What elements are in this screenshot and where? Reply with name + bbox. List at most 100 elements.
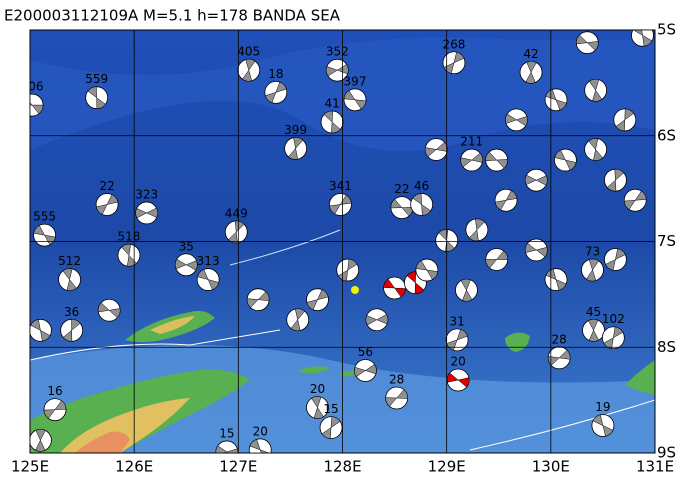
depth-label: 22	[99, 179, 114, 193]
depth-label: 19	[595, 400, 610, 414]
y-tick-label: 7S	[657, 232, 676, 250]
events: 606 559 405 18 352 397 41 399 22 323 555 518 449 341 3…	[30, 10, 654, 453]
focal-mechanism	[584, 78, 608, 102]
focal-mechanism	[424, 138, 448, 161]
compression	[623, 190, 647, 210]
compression	[343, 90, 367, 110]
compression	[62, 268, 77, 291]
compression	[460, 278, 473, 302]
focal-mechanism	[284, 137, 308, 160]
x-tick-label: 127E	[219, 458, 257, 476]
compression	[606, 168, 625, 192]
focal-mechanism	[30, 428, 52, 452]
map-title: E200003112109A M=5.1 h=178 BANDA SEA	[4, 7, 341, 25]
depth-label: 559	[85, 72, 108, 86]
compression	[96, 194, 119, 215]
focal-mechanism	[264, 80, 288, 104]
compression	[264, 81, 287, 104]
compression	[446, 372, 470, 388]
focal-mechanism	[43, 398, 67, 422]
depth-label: 42	[523, 47, 538, 61]
focal-mechanism	[336, 258, 360, 282]
focal-mechanism	[465, 218, 489, 242]
focal-mechanism	[85, 86, 109, 110]
compression	[323, 110, 341, 134]
focal-mechanism	[354, 359, 377, 382]
focal-mechanism	[446, 368, 470, 392]
depth-label: 69	[635, 10, 650, 24]
focal-mechanism	[174, 253, 198, 277]
depth-label: 313	[197, 254, 220, 268]
compression	[505, 113, 528, 127]
depth-label: 211	[460, 135, 483, 149]
compression	[30, 102, 44, 115]
focal-mechanism	[246, 288, 270, 312]
compression	[588, 319, 600, 342]
compression	[242, 58, 256, 82]
compression	[97, 302, 121, 319]
compression	[415, 260, 439, 280]
compression	[249, 439, 270, 453]
focal-mechanism	[383, 276, 406, 300]
depth-label: 399	[284, 123, 307, 137]
timor-high	[60, 398, 190, 453]
depth-label: 102	[602, 312, 625, 326]
depth-label: 397	[344, 74, 367, 88]
focal-mechanism	[286, 308, 310, 332]
boundary	[469, 399, 655, 451]
focal-mechanism	[524, 238, 548, 262]
compression	[632, 30, 653, 47]
compression	[615, 108, 634, 132]
depth-label: 341	[329, 179, 352, 193]
compression	[246, 291, 270, 308]
timor-peak	[75, 431, 130, 453]
focal-mechanism	[58, 268, 81, 291]
depth-label: 35	[179, 239, 194, 253]
focal-mechanism	[306, 288, 329, 312]
focal-mechanism	[601, 326, 625, 350]
focal-mechanism	[442, 51, 466, 75]
focal-mechanism	[445, 328, 469, 352]
depth-label: 36	[64, 305, 79, 319]
x-tick-label: 130E	[532, 458, 570, 476]
y-tick-label: 6S	[657, 126, 676, 144]
focal-mechanism	[306, 396, 329, 419]
depth-label: 18	[268, 67, 283, 81]
compression	[35, 429, 46, 452]
compression	[588, 79, 603, 102]
compression	[485, 250, 508, 269]
compression	[30, 319, 51, 342]
focal-mechanism	[544, 88, 568, 112]
compression	[329, 194, 352, 215]
compression	[87, 86, 106, 109]
depth-label: 15	[219, 426, 234, 440]
depth-label: 323	[135, 187, 158, 201]
focal-mechanism	[604, 248, 627, 271]
focal-mechanism	[631, 30, 654, 47]
focal-mechanism	[135, 201, 159, 225]
focal-mechanism	[343, 88, 367, 112]
compression	[554, 149, 577, 171]
compression	[121, 244, 137, 267]
depth-label: 449	[225, 206, 248, 220]
depth-label: 518	[118, 230, 141, 244]
compression	[383, 278, 406, 298]
focal-mechanism	[30, 93, 44, 117]
compression	[605, 248, 626, 271]
compression	[354, 364, 377, 378]
depth-label: 22	[394, 182, 409, 196]
compression	[215, 445, 239, 453]
depth-label: 73	[585, 245, 600, 259]
compression	[525, 242, 548, 258]
focal-mechanism	[584, 138, 608, 161]
focal-mechanism	[613, 108, 637, 132]
compression	[288, 137, 304, 160]
focal-mechanism	[30, 318, 52, 342]
compression	[468, 218, 485, 242]
focal-mechanism	[224, 220, 248, 244]
x-tick-label: 129E	[428, 458, 466, 476]
y-tick-label: 8S	[657, 338, 676, 356]
focal-mechanism	[519, 60, 543, 84]
